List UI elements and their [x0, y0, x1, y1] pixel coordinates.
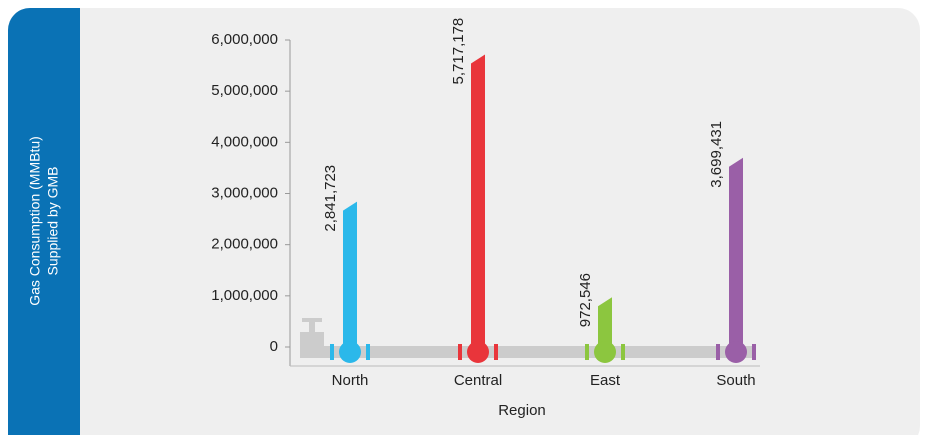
- valve: [725, 341, 747, 363]
- bar: [343, 201, 357, 347]
- y-tick-label: 2,000,000: [211, 236, 278, 253]
- valve: [467, 341, 489, 363]
- valve-flange: [585, 344, 589, 360]
- y-tick-label: 4,000,000: [211, 133, 278, 150]
- valve-flange: [621, 344, 625, 360]
- x-axis-title: Region: [498, 402, 546, 419]
- y-tick-label: 1,000,000: [211, 287, 278, 304]
- y-tick-label: 5,000,000: [211, 82, 278, 99]
- valve: [339, 341, 361, 363]
- y-tick-label: 0: [270, 338, 278, 355]
- value-label: 3,699,431: [708, 121, 725, 188]
- y-tick-label: 6,000,000: [211, 31, 278, 48]
- valve: [594, 341, 616, 363]
- y-axis-title: Supplied by GMB: [45, 167, 61, 276]
- value-label: 2,841,723: [322, 165, 339, 232]
- tap-icon: [300, 318, 324, 348]
- valve-flange: [752, 344, 756, 360]
- x-tick-label: East: [590, 372, 621, 389]
- bar: [729, 157, 743, 347]
- valve-flange: [716, 344, 720, 360]
- x-tick-label: South: [716, 372, 755, 389]
- valve-flange: [494, 344, 498, 360]
- bar: [471, 54, 485, 347]
- bar: [598, 297, 612, 347]
- valve-flange: [458, 344, 462, 360]
- side-panel: [8, 8, 80, 435]
- valve-flange: [366, 344, 370, 360]
- panel: [8, 8, 920, 435]
- x-tick-label: Central: [454, 372, 502, 389]
- value-label: 972,546: [577, 273, 594, 327]
- value-label: 5,717,178: [450, 18, 467, 85]
- pipe: [300, 346, 752, 358]
- valve-flange: [330, 344, 334, 360]
- y-tick-label: 3,000,000: [211, 184, 278, 201]
- x-tick-label: North: [332, 372, 369, 389]
- y-axis-title: Gas Consumption (MMBtu): [27, 136, 43, 306]
